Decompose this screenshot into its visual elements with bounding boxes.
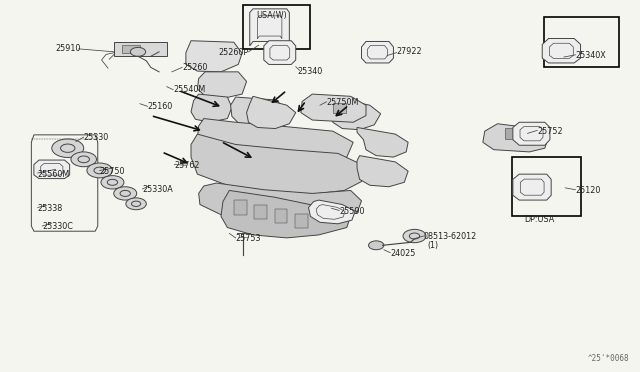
Polygon shape [198, 183, 362, 223]
Polygon shape [332, 98, 381, 130]
Circle shape [114, 187, 137, 200]
Text: 25340X: 25340X [575, 51, 606, 60]
Polygon shape [246, 96, 296, 129]
Polygon shape [483, 124, 548, 152]
Circle shape [369, 241, 384, 250]
Bar [543, 17, 619, 67]
Polygon shape [357, 128, 408, 157]
Polygon shape [357, 155, 408, 187]
Bar [295, 214, 308, 228]
Text: 25762: 25762 [174, 161, 200, 170]
Circle shape [52, 139, 84, 157]
Bar [275, 209, 287, 224]
Bar [505, 128, 519, 138]
Text: 25752: 25752 [537, 126, 563, 136]
Text: 25160: 25160 [148, 102, 173, 111]
Text: 25340: 25340 [298, 67, 323, 76]
Polygon shape [250, 9, 289, 46]
Text: ^25'*0068: ^25'*0068 [588, 354, 630, 363]
Polygon shape [301, 94, 366, 122]
Text: 25338: 25338 [38, 204, 63, 213]
Text: 25750: 25750 [100, 167, 125, 176]
Polygon shape [186, 41, 242, 72]
Text: 25590: 25590 [339, 207, 365, 216]
Text: DP:USA: DP:USA [524, 215, 555, 224]
Text: 24025: 24025 [390, 249, 415, 258]
Bar [333, 103, 346, 113]
Bar [234, 201, 246, 215]
Text: 25330: 25330 [84, 133, 109, 142]
Polygon shape [308, 200, 355, 224]
Text: 25910: 25910 [55, 44, 81, 53]
Text: USA(W): USA(W) [256, 11, 287, 20]
Text: (1): (1) [428, 241, 438, 250]
Polygon shape [34, 160, 70, 179]
Text: 25260: 25260 [182, 63, 208, 72]
Text: 25330A: 25330A [143, 185, 173, 194]
Polygon shape [230, 97, 287, 127]
Circle shape [131, 47, 146, 56]
Text: 25750M: 25750M [326, 98, 359, 107]
Text: 25260P: 25260P [218, 48, 248, 57]
Polygon shape [542, 38, 580, 63]
Polygon shape [191, 94, 232, 122]
Polygon shape [197, 119, 353, 164]
Text: 25330C: 25330C [42, 222, 73, 231]
Bar [122, 45, 140, 53]
Bar [115, 42, 167, 56]
Text: 25560M: 25560M [38, 170, 70, 179]
Text: 25120: 25120 [575, 186, 601, 195]
Text: 27922: 27922 [397, 47, 422, 56]
Polygon shape [221, 190, 351, 238]
Text: 08513-62012: 08513-62012 [424, 232, 477, 241]
Bar [254, 205, 267, 219]
Circle shape [126, 198, 147, 210]
Bar [511, 157, 580, 217]
Polygon shape [513, 174, 551, 200]
Text: 25540M: 25540M [173, 85, 205, 94]
Text: 25753: 25753 [236, 234, 261, 243]
Polygon shape [264, 41, 296, 64]
Circle shape [71, 152, 97, 167]
Circle shape [87, 163, 113, 178]
Circle shape [403, 230, 426, 243]
Polygon shape [362, 41, 394, 63]
Circle shape [101, 176, 124, 189]
Polygon shape [191, 134, 362, 194]
Polygon shape [197, 72, 246, 98]
Bar [243, 5, 310, 49]
Polygon shape [513, 122, 550, 145]
